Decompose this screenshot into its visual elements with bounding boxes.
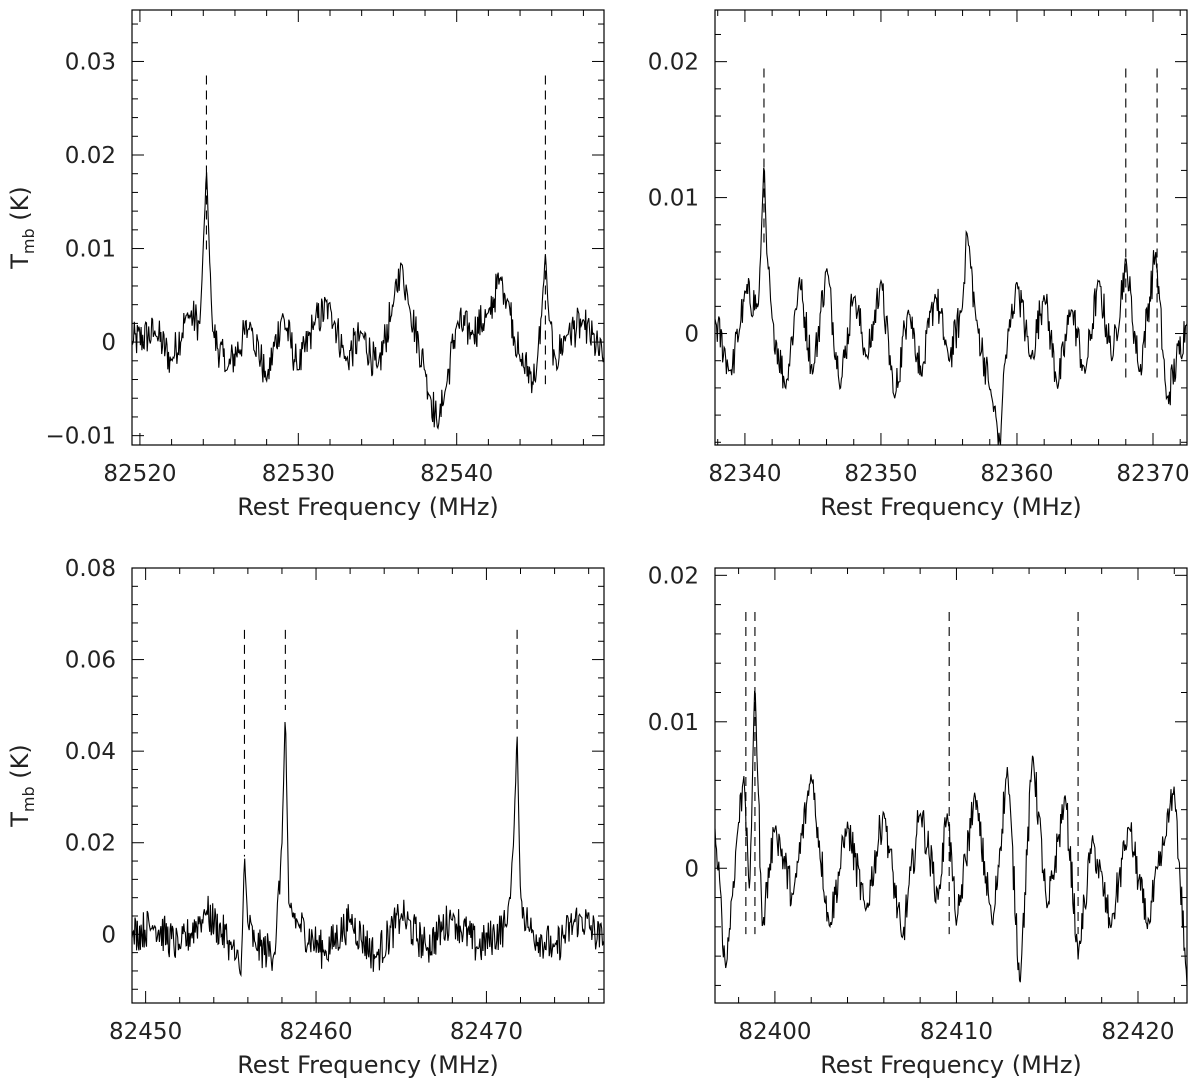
y-tick-label: 0 <box>101 922 116 948</box>
y-tick-label: 0.02 <box>65 143 116 169</box>
y-tick-label: 0.04 <box>65 739 116 765</box>
y-tick-label: 0.02 <box>648 50 699 76</box>
x-tick-label: 82340 <box>708 461 781 487</box>
x-tick-label: 82420 <box>1101 1019 1174 1045</box>
x-tick-label: 82360 <box>980 461 1053 487</box>
x-tick-label: 82520 <box>103 461 176 487</box>
y-tick-label: 0.08 <box>65 556 116 582</box>
y-tick-label: −0.01 <box>46 424 116 450</box>
x-tick-label: 82460 <box>279 1019 352 1045</box>
panel-bottom-left: 82450 82460 82470 0 0.02 0.04 0.06 0.08 Rest Fre… <box>6 556 605 1079</box>
panel-top-right: 82340 82350 82360 82370 0 0.01 0.02 Rest Freque… <box>648 9 1190 521</box>
panel-top-left: 82520 82530 82540 −0.01 0 0.01 0.02 0.03 Rest Fr… <box>6 9 605 521</box>
plot-frame <box>714 567 1188 1004</box>
y-tick-label: 0.02 <box>648 563 699 589</box>
x-axis-label: Rest Frequency (MHz) <box>237 1051 499 1079</box>
y-axis-label: Tmb (K) <box>6 744 38 828</box>
plot-frame <box>131 567 605 1004</box>
x-tick-label: 82410 <box>920 1019 993 1045</box>
plot-frame <box>714 9 1188 446</box>
panel-bottom-right: 82400 82410 82420 0 0.01 0.02 Rest Frequency (… <box>648 563 1188 1079</box>
spectrum-trace <box>714 167 1188 446</box>
y-axis-label: Tmb (K) <box>6 186 38 270</box>
x-axis-label: Rest Frequency (MHz) <box>820 493 1082 521</box>
spectrum-trace <box>714 690 1188 986</box>
x-axis-label: Rest Frequency (MHz) <box>237 493 499 521</box>
y-tick-label: 0.03 <box>65 49 116 75</box>
x-tick-label: 82530 <box>262 461 335 487</box>
x-tick-label: 82450 <box>109 1019 182 1045</box>
x-tick-label: 82370 <box>1116 461 1189 487</box>
x-axis-label: Rest Frequency (MHz) <box>820 1051 1082 1079</box>
y-tick-label: 0 <box>101 330 116 356</box>
y-tick-label: 0.02 <box>65 831 116 857</box>
y-tick-label: 0.06 <box>65 648 116 674</box>
x-tick-label: 82350 <box>844 461 917 487</box>
spectrum-trace <box>131 172 605 430</box>
x-tick-label: 82400 <box>738 1019 811 1045</box>
y-tick-label: 0.01 <box>65 237 116 263</box>
plot-frame <box>131 9 605 446</box>
x-tick-label: 82470 <box>450 1019 523 1045</box>
spectrum-trace <box>131 721 605 978</box>
y-tick-label: 0.01 <box>648 186 699 212</box>
y-tick-label: 0 <box>684 856 699 882</box>
y-tick-label: 0.01 <box>648 710 699 736</box>
x-tick-label: 82540 <box>420 461 493 487</box>
y-tick-label: 0 <box>684 322 699 348</box>
